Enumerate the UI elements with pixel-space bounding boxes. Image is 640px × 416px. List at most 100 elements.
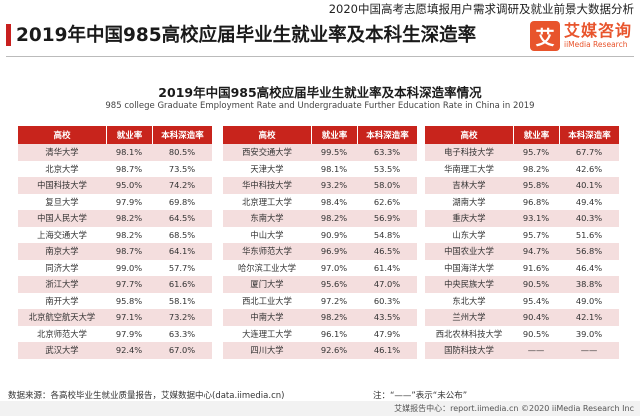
cell-school: 中央民族大学: [444, 279, 494, 290]
table-row: 同济大学 99.0% 57.7%: [18, 259, 212, 276]
cell-employment-rate: 90.5%: [522, 328, 550, 339]
cell-employment-rate: 97.1%: [115, 312, 143, 323]
table-row: 中国科技大学 95.0% 74.2%: [18, 177, 212, 194]
cell-employment-rate: ——: [527, 345, 545, 356]
cell-further-edu-rate: 39.0%: [575, 328, 603, 339]
table-row: 清华大学 98.1% 80.5%: [18, 144, 212, 161]
cell-further-edu-rate: 60.3%: [373, 295, 401, 306]
cell-further-edu-rate: 47.0%: [373, 279, 401, 290]
cell-school: 天津大学: [250, 163, 284, 174]
cell-further-edu-rate: 74.2%: [168, 180, 196, 191]
top-caption: 2020中国高考志愿填报用户需求调研及就业前景大数据分析: [328, 2, 634, 16]
cell-employment-rate: 91.6%: [522, 262, 550, 273]
table-row: 北京航空航天大学 97.1% 73.2%: [18, 309, 212, 326]
cell-employment-rate: 96.9%: [320, 246, 348, 257]
cell-employment-rate: 97.2%: [320, 295, 348, 306]
table-body: 电子科技大学 95.7% 67.7% 华南理工大学 98.2% 42.6% 吉林大学 95.8…: [425, 144, 619, 359]
cell-employment-rate: 97.0%: [320, 262, 348, 273]
table-row: 中国人民大学 98.2% 64.5%: [18, 210, 212, 227]
cell-further-edu-rate: 63.3%: [168, 328, 196, 339]
cell-employment-rate: 98.1%: [320, 163, 348, 174]
cell-school: 厦门大学: [250, 279, 284, 290]
cell-further-edu-rate: ——: [580, 345, 598, 356]
table-row: 电子科技大学 95.7% 67.7%: [425, 144, 619, 161]
cell-school: 北京理工大学: [242, 196, 292, 207]
cell-further-edu-rate: 64.1%: [168, 246, 196, 257]
cell-employment-rate: 93.2%: [320, 180, 348, 191]
cell-employment-rate: 93.1%: [522, 213, 550, 224]
cell-further-edu-rate: 62.6%: [373, 196, 401, 207]
footer-copyright: 艾媒报告中心：report.iimedia.cn ©2020 iiMedia R…: [394, 404, 634, 413]
cell-school: 大连理工大学: [242, 328, 292, 339]
table-row: 天津大学 98.1% 53.5%: [223, 160, 417, 177]
table-row: 南开大学 95.8% 58.1%: [18, 292, 212, 309]
table-row: 厦门大学 95.6% 47.0%: [223, 276, 417, 293]
cell-employment-rate: 95.4%: [522, 295, 550, 306]
footer-bar: [0, 401, 640, 416]
brand-logo-icon: 艾: [529, 21, 560, 51]
table-row: 中央民族大学 90.5% 38.8%: [425, 276, 619, 293]
table-row: 武汉大学 92.4% 67.0%: [18, 342, 212, 359]
cell-school: 中国海洋大学: [444, 262, 494, 273]
cell-school: 国防科技大学: [444, 345, 494, 356]
table-row: 华中科技大学 93.2% 58.0%: [223, 177, 417, 194]
chart-subtitle: 985 college Graduate Employment Rate and…: [105, 101, 535, 111]
table-row: 重庆大学 93.1% 40.3%: [425, 210, 619, 227]
table-row: 兰州大学 90.4% 42.1%: [425, 309, 619, 326]
cell-school: 哈尔滨工业大学: [237, 262, 297, 273]
cell-school: 同济大学: [45, 262, 79, 273]
table-row: 四川大学 92.6% 46.1%: [223, 342, 417, 359]
cell-employment-rate: 98.7%: [115, 246, 143, 257]
cell-employment-rate: 95.7%: [522, 229, 550, 240]
cell-employment-rate: 92.4%: [115, 345, 143, 356]
cell-further-edu-rate: 46.5%: [373, 246, 401, 257]
cell-employment-rate: 96.8%: [522, 196, 550, 207]
cell-further-edu-rate: 68.5%: [168, 229, 196, 240]
cell-school: 中山大学: [250, 229, 284, 240]
title-bar: 2019年中国985高校应届毕业生就业率及本科生深造率 艾 艾媒咨询 iiMed…: [0, 18, 640, 52]
cell-further-edu-rate: 47.9%: [373, 328, 401, 339]
table-row: 华东师范大学 96.9% 46.5%: [223, 243, 417, 260]
page-title: 2019年中国985高校应届毕业生就业率及本科生深造率: [16, 25, 477, 46]
cell-further-edu-rate: 67.7%: [575, 147, 603, 158]
cell-further-edu-rate: 40.1%: [575, 180, 603, 191]
cell-employment-rate: 99.5%: [320, 147, 348, 158]
table-row: 山东大学 95.7% 51.6%: [425, 226, 619, 243]
cell-further-edu-rate: 53.5%: [373, 163, 401, 174]
header-divider: [6, 56, 634, 57]
table-row: 湖南大学 96.8% 49.4%: [425, 193, 619, 210]
cell-school: 西北农林科技大学: [435, 328, 503, 339]
cell-school: 南开大学: [45, 295, 79, 306]
cell-school: 东北大学: [452, 295, 486, 306]
cell-school: 北京航空航天大学: [28, 312, 96, 323]
brand-logo: 艾 艾媒咨询 iiMedia Research: [529, 19, 632, 53]
table-row: 东南大学 98.2% 56.9%: [223, 210, 417, 227]
cell-further-edu-rate: 46.1%: [373, 345, 401, 356]
cell-school: 北京大学: [45, 163, 79, 174]
header-employment: 就业率: [513, 126, 559, 144]
table-row: 西北工业大学 97.2% 60.3%: [223, 292, 417, 309]
cell-further-edu-rate: 46.4%: [575, 262, 603, 273]
table-header: 高校 就业率 本科深造率: [18, 126, 212, 144]
header-further-edu: 本科深造率: [559, 126, 619, 144]
cell-school: 华中科技大学: [242, 180, 292, 191]
cell-employment-rate: 98.4%: [320, 196, 348, 207]
header-school: 高校: [53, 131, 71, 141]
cell-employment-rate: 98.7%: [115, 163, 143, 174]
cell-further-edu-rate: 57.7%: [168, 262, 196, 273]
header-employment: 就业率: [106, 126, 152, 144]
table-row: 中国海洋大学 91.6% 46.4%: [425, 259, 619, 276]
cell-further-edu-rate: 73.2%: [168, 312, 196, 323]
cell-further-edu-rate: 69.8%: [168, 196, 196, 207]
cell-employment-rate: 95.7%: [522, 147, 550, 158]
cell-school: 电子科技大学: [444, 147, 494, 158]
cell-employment-rate: 98.1%: [115, 147, 143, 158]
table-row: 复旦大学 97.9% 69.8%: [18, 193, 212, 210]
cell-school: 山东大学: [452, 229, 486, 240]
cell-further-edu-rate: 58.1%: [168, 295, 196, 306]
table-row: 浙江大学 97.7% 61.6%: [18, 276, 212, 293]
cell-school: 重庆大学: [452, 213, 486, 224]
cell-employment-rate: 90.4%: [522, 312, 550, 323]
cell-employment-rate: 97.9%: [115, 196, 143, 207]
cell-school: 东南大学: [250, 213, 284, 224]
